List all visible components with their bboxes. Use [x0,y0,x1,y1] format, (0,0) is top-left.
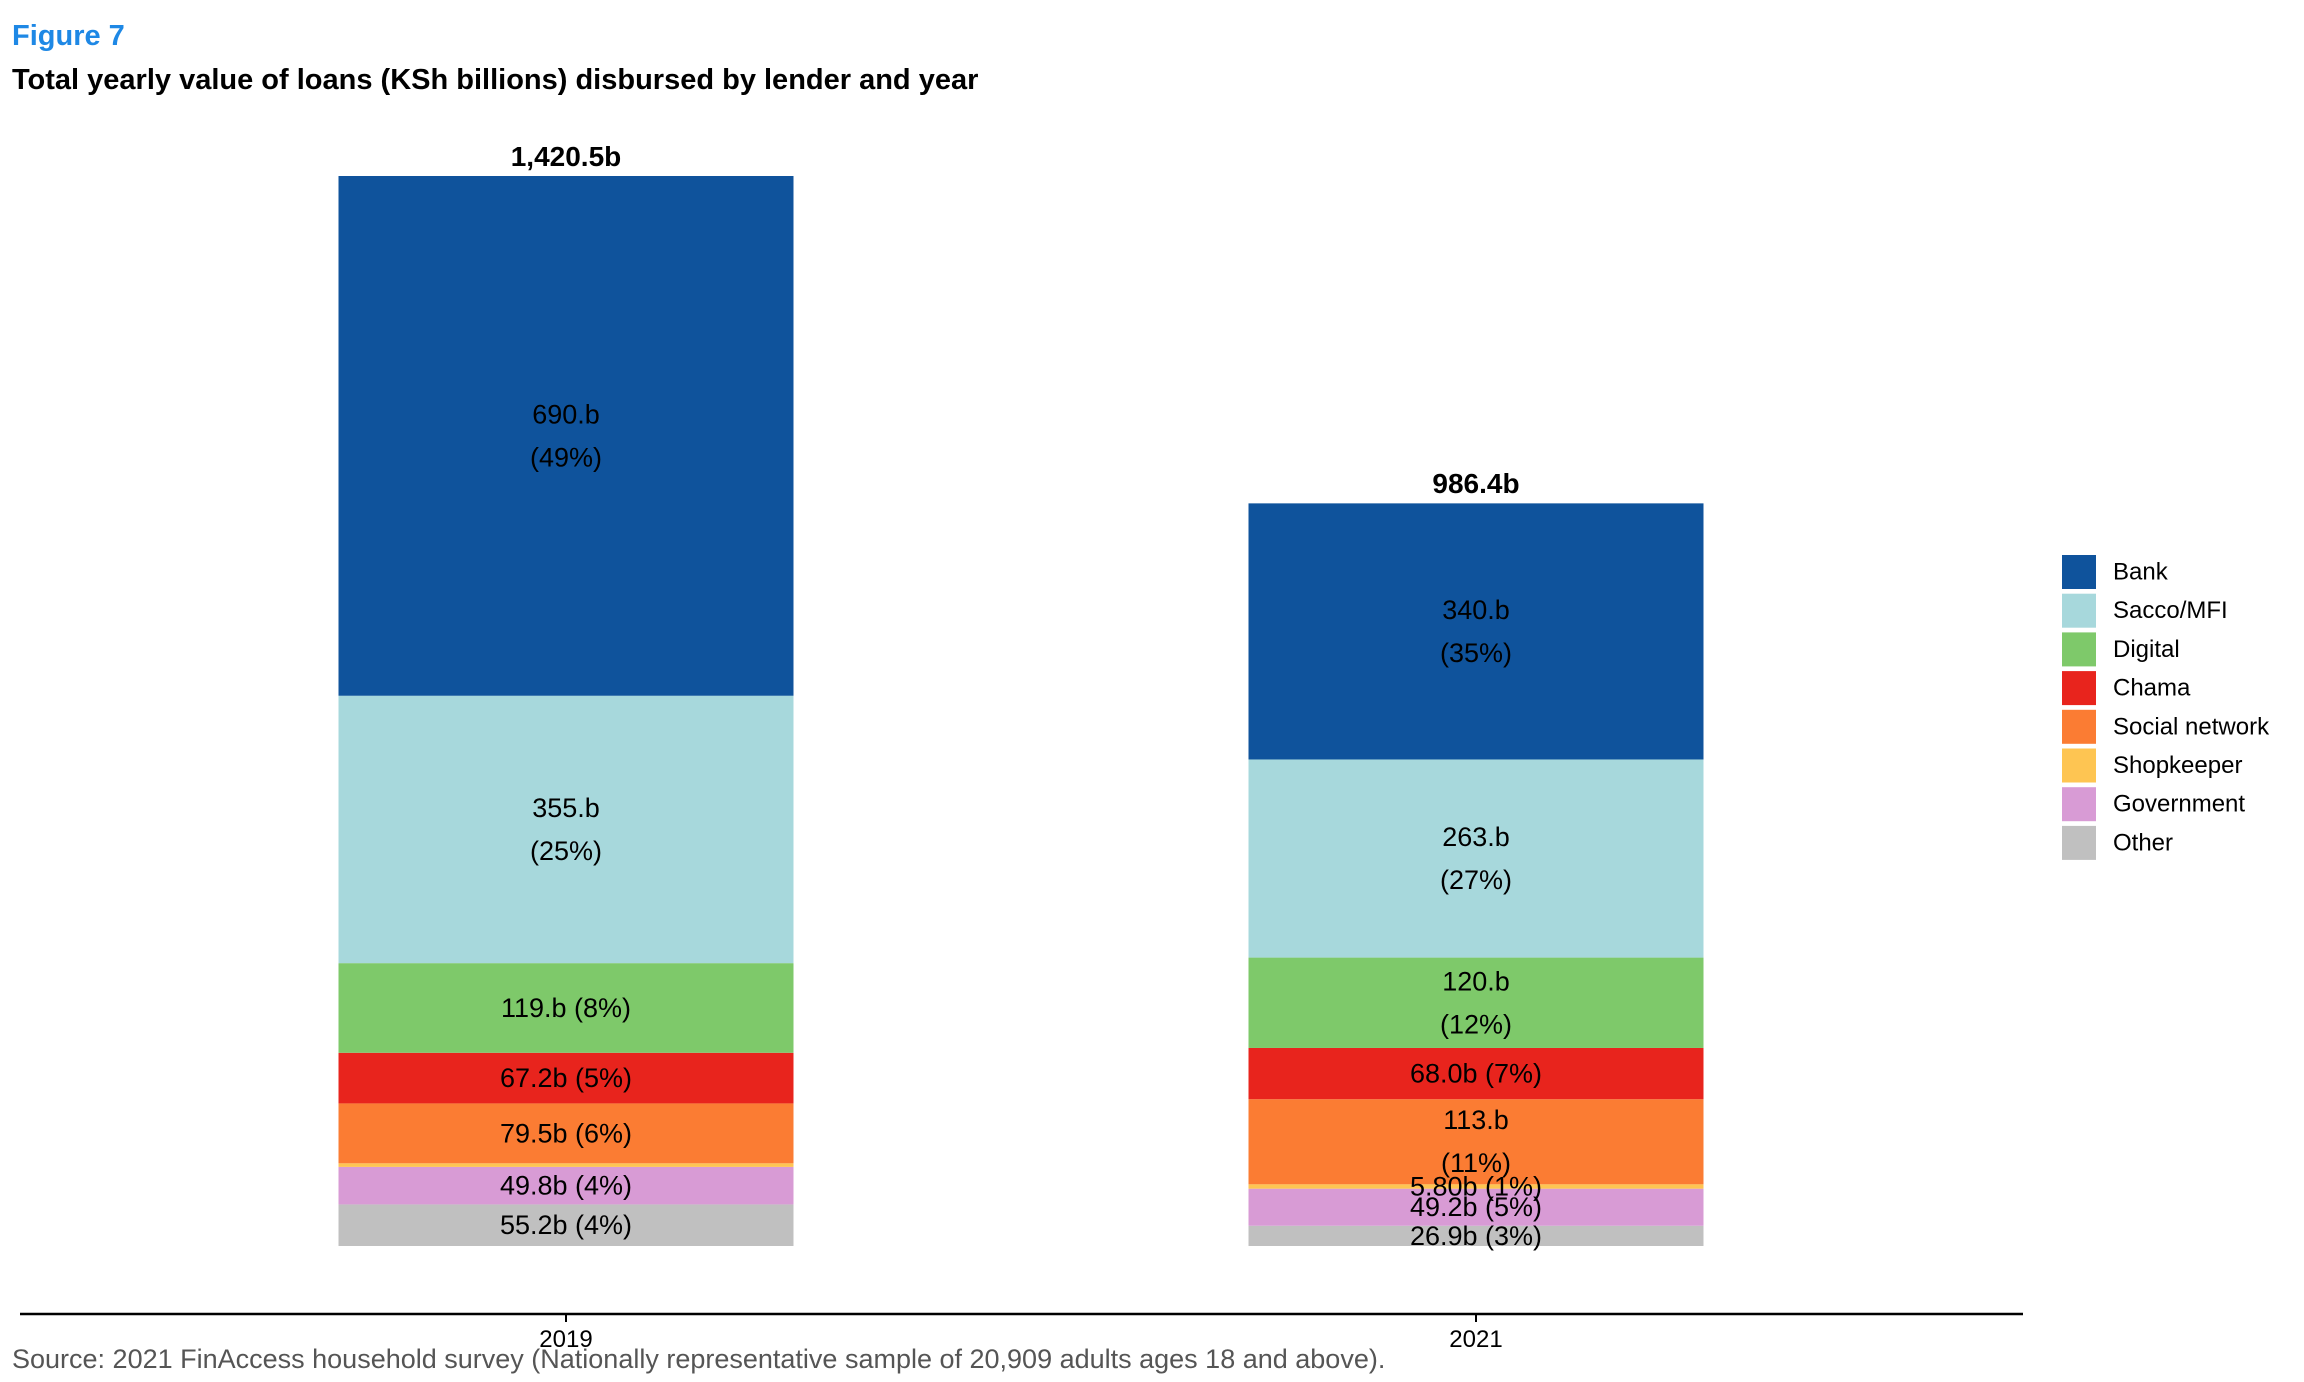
legend-swatch-shopkeeper [2062,748,2096,783]
legend-swatch-other [2062,825,2096,860]
bar-digital-2021 [1248,957,1704,1048]
segment-label-sacco-mfi-2021: 263.b [1442,822,1510,852]
legend-label-chama: Chama [2113,675,2191,702]
segment-label-digital-2021: (12%) [1440,1009,1512,1039]
bar-chama-2019 [338,1052,794,1104]
legend-swatch-government [2062,787,2096,822]
bars-layer [338,176,1704,1246]
figure-label: Figure 7 [12,20,125,52]
x-axis-ticks: 2019 2021 [539,1314,1503,1353]
segment-label-chama-2019: 67.2b (5%) [500,1063,632,1093]
bar-shopkeeper-2021 [1248,1184,1704,1189]
bar-sacco-mfi-2019 [338,695,794,964]
segment-label-sacco-mfi-2021: (27%) [1440,865,1512,895]
segment-label-other-2019: 55.2b (4%) [500,1210,632,1240]
x-tick-label-2021: 2021 [1449,1326,1502,1353]
segment-label-social-network-2021: (11%) [1441,1148,1511,1178]
segment-label-other-2021: 26.9b (3%) [1410,1221,1542,1251]
segment-label-sacco-mfi-2019: 355.b [532,793,600,823]
legend-swatch-social-network [2062,709,2096,744]
segment-label-bank-2019: (49%) [530,442,602,472]
segment-labels-layer: 55.2b (4%) 49.8b (4%) 79.5b (6%) 67.2b (5%)… [500,141,1542,1251]
bar-government-2019 [338,1166,794,1205]
legend-swatch-chama [2062,671,2096,706]
bar-social-network-2019 [338,1103,794,1164]
bar-digital-2019 [338,963,794,1053]
total-label-2019: 1,420.5b [511,141,622,172]
bar-bank-2019 [338,176,794,696]
legend-label-social-network: Social network [2113,713,2270,740]
segment-label-shopkeeper-2021: 5.80b (1%) [1410,1171,1542,1201]
segment-label-social-network-2021: 113.b [1443,1105,1509,1135]
legend-label-shopkeeper: Shopkeeper [2113,752,2242,779]
x-tick-label-2019: 2019 [539,1326,592,1353]
legend-swatch-sacco-mfi [2062,593,2096,628]
bar-other-2021 [1248,1225,1704,1246]
legend-swatch-bank [2062,555,2096,589]
segment-label-bank-2021: 340.b [1442,595,1510,625]
segment-label-sacco-mfi-2019: (25%) [530,836,602,866]
bar-bank-2021 [1248,503,1704,760]
legend: Bank Sacco/MFI Digital Chama Social network S… [2062,555,2270,860]
legend-label-sacco-mfi: Sacco/MFI [2113,597,2228,624]
segment-label-digital-2021: 120.b [1442,966,1510,996]
legend-label-government: Government [2113,791,2245,818]
legend-swatch-digital [2062,632,2096,667]
source-note: Source: 2021 FinAccess household survey … [12,1344,1386,1374]
segment-label-government-2019: 49.8b (4%) [500,1171,632,1201]
bar-social-network-2021 [1248,1099,1704,1185]
segment-label-government-2021: 49.2b (5%) [1410,1192,1542,1222]
segment-label-digital-2019: 119.b (8%) [501,993,631,1023]
legend-label-bank: Bank [2113,559,2169,586]
bar-shopkeeper-2019 [338,1163,794,1167]
segment-label-bank-2021: (35%) [1440,638,1512,668]
segment-label-social-network-2019: 79.5b (6%) [500,1118,632,1148]
total-label-2021: 986.4b [1432,468,1519,499]
segment-label-chama-2021: 68.0b (7%) [1410,1059,1542,1089]
legend-label-other: Other [2113,829,2173,856]
bar-sacco-mfi-2021 [1248,759,1704,958]
bar-chama-2021 [1248,1047,1704,1100]
bar-government-2021 [1248,1188,1704,1226]
chart-title: Total yearly value of loans (KSh billion… [12,64,979,96]
legend-label-digital: Digital [2113,636,2180,663]
bar-other-2019 [338,1204,794,1246]
segment-label-bank-2019: 690.b [532,399,600,429]
